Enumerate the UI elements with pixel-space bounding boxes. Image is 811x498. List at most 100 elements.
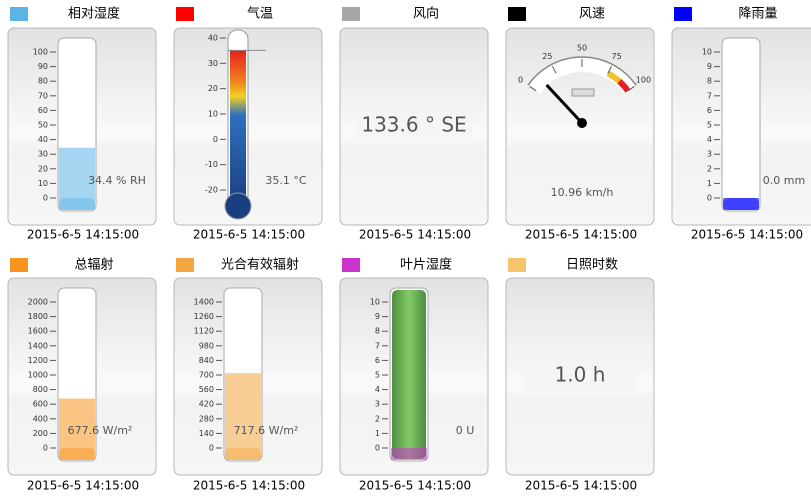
- timestamp: 2015-6-5 14:15:00: [525, 479, 637, 493]
- tick-label: 60: [38, 106, 48, 115]
- tick-label: 1000: [28, 371, 48, 380]
- tick-label: 30: [38, 150, 48, 159]
- reading: 0.0 mm: [763, 174, 805, 187]
- tick-label: 280: [199, 414, 214, 423]
- tick-label: 25: [542, 52, 552, 61]
- tick-label: 10: [208, 110, 218, 119]
- widget-title: 气温: [247, 6, 273, 22]
- reading: 717.6 W/m²: [234, 424, 299, 437]
- tick-label: 4: [375, 385, 380, 394]
- tube: [722, 38, 760, 211]
- tick-label: 10: [38, 179, 48, 188]
- tick-label: 800: [33, 385, 48, 394]
- widget-title: 相对湿度: [68, 6, 120, 22]
- tick-label: 20: [208, 84, 218, 93]
- legend-swatch: [674, 7, 692, 21]
- tick-label: 700: [199, 371, 214, 380]
- bottom-cap: [225, 448, 261, 460]
- widget-title: 叶片湿度: [400, 257, 452, 273]
- timestamp: 2015-6-5 14:15:00: [525, 228, 637, 242]
- tick-label: 200: [33, 429, 48, 438]
- tick-label: 10: [702, 48, 712, 57]
- tick-label: 50: [38, 121, 48, 130]
- tick-label: 140: [199, 429, 214, 438]
- tick-label: 6: [707, 106, 712, 115]
- tick-label: 1200: [28, 356, 48, 365]
- tick-label: 100: [33, 48, 48, 57]
- tick-label: 3: [375, 400, 380, 409]
- legend-swatch: [342, 7, 360, 21]
- timestamp: 2015-6-5 14:15:00: [359, 479, 471, 493]
- tick-label: 420: [199, 400, 214, 409]
- tick-label: 90: [38, 62, 48, 71]
- tick-label: 8: [707, 77, 712, 86]
- widget-title: 风向: [413, 6, 439, 22]
- tick-label: 3: [707, 150, 712, 159]
- tick-label: 5: [707, 121, 712, 130]
- tick-label: 9: [375, 312, 380, 321]
- tick-label: 6: [375, 356, 380, 365]
- tick-label: 100: [636, 75, 651, 84]
- tick-label: 600: [33, 400, 48, 409]
- bottom-cap: [723, 198, 759, 210]
- tick-label: 0: [375, 444, 380, 453]
- tick-label: 7: [707, 91, 712, 100]
- tick-label: 1120: [194, 327, 214, 336]
- tick-label: 0: [209, 444, 214, 453]
- tick-label: 2000: [28, 298, 48, 307]
- tick-label: 1400: [28, 341, 48, 350]
- timestamp: 2015-6-5 14:15:00: [27, 479, 139, 493]
- tick-label: 30: [208, 59, 218, 68]
- timestamp: 2015-6-5 14:15:00: [193, 228, 305, 242]
- level-fill: [225, 373, 261, 460]
- legend-swatch: [342, 258, 360, 272]
- bulb: [225, 193, 251, 219]
- tick-label: 70: [38, 91, 48, 100]
- level-fill: [230, 50, 246, 204]
- tick-label: 980: [199, 341, 214, 350]
- widget-title: 总辐射: [74, 257, 113, 273]
- tick-label: 7: [375, 341, 380, 350]
- reading: 34.4 % RH: [88, 174, 146, 187]
- tick-label: -20: [205, 186, 218, 195]
- tick-label: 2: [375, 414, 380, 423]
- leaf-image: [392, 290, 426, 459]
- dashboard: 相对湿度2015-6-5 14:15:000102030405060708090…: [0, 0, 811, 498]
- tick-label: 0: [213, 135, 218, 144]
- reading: 0 U: [456, 424, 475, 437]
- tick-label: 4: [707, 135, 712, 144]
- tick-label: 1400: [194, 298, 214, 307]
- legend-swatch: [176, 258, 194, 272]
- tick-label: 20: [38, 164, 48, 173]
- bottom-cap: [59, 198, 95, 210]
- tick-label: 0: [43, 444, 48, 453]
- tick-label: 8: [375, 327, 380, 336]
- tick-label: 80: [38, 77, 48, 86]
- tick-label: 1800: [28, 312, 48, 321]
- widget-title: 降雨量: [738, 7, 777, 22]
- tick-label: 40: [38, 135, 48, 144]
- reading: 133.6 ° SE: [361, 113, 466, 137]
- timestamp: 2015-6-5 14:15:00: [359, 228, 471, 242]
- legend-swatch: [508, 258, 526, 272]
- dial-window: [572, 89, 594, 96]
- reading: 35.1 °C: [265, 174, 306, 187]
- reading: 1.0 h: [555, 363, 606, 387]
- level-fill: [391, 448, 427, 460]
- tick-label: 1600: [28, 327, 48, 336]
- tick-label: 1: [707, 179, 712, 188]
- tick-label: 0: [707, 194, 712, 203]
- timestamp: 2015-6-5 14:15:00: [193, 479, 305, 493]
- tick-label: 0: [43, 194, 48, 203]
- tick-label: 1260: [194, 312, 214, 321]
- tick-label: 1: [375, 429, 380, 438]
- tick-label: 0: [518, 75, 523, 84]
- widget-title: 日照时数: [566, 258, 618, 273]
- tick-label: 75: [612, 52, 622, 61]
- reading: 10.96 km/h: [551, 186, 614, 199]
- legend-swatch: [176, 7, 194, 21]
- timestamp: 2015-6-5 14:15:00: [27, 228, 139, 242]
- tick-label: 50: [577, 44, 587, 53]
- widget-title: 光合有效辐射: [221, 257, 299, 273]
- tick-label: 9: [707, 62, 712, 71]
